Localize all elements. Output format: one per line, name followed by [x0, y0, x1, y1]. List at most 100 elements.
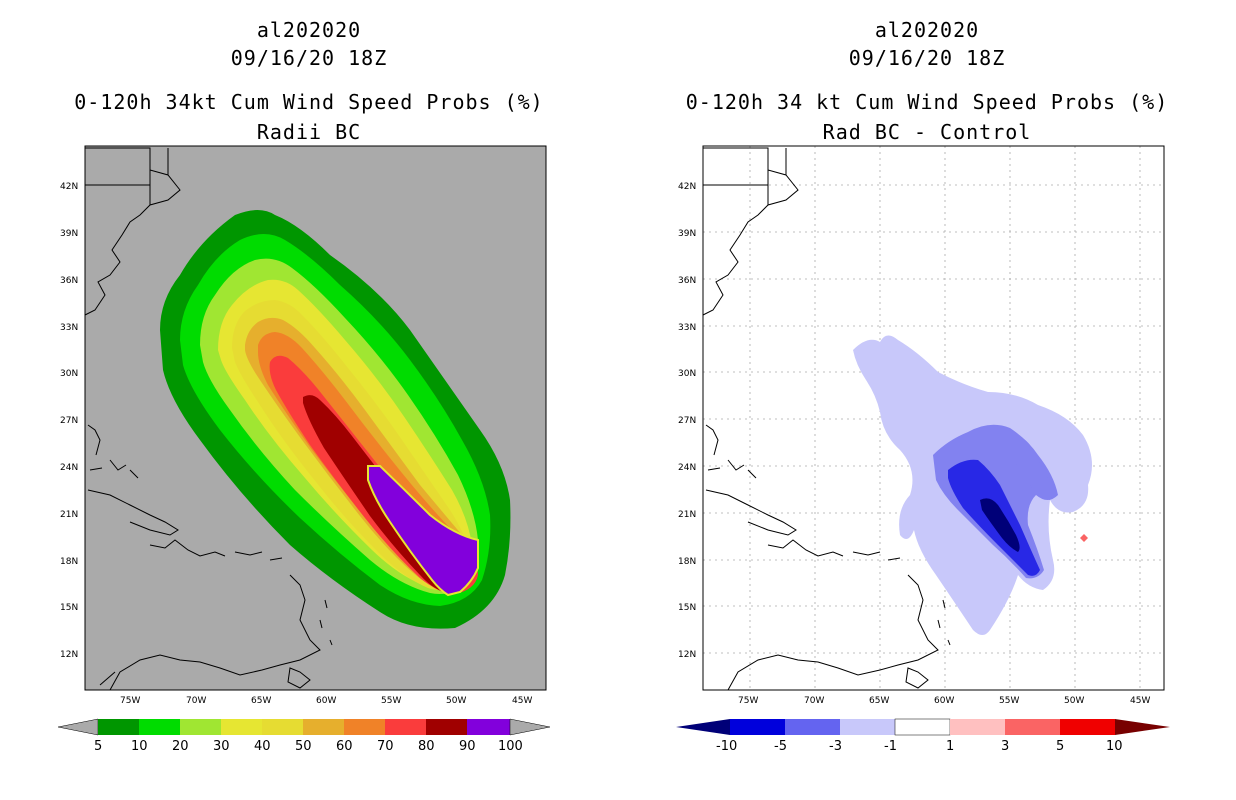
right-lon-axis: 75W 70W 65W 60W 55W 50W 45W	[738, 696, 1150, 706]
left-lon-label-2: 65W	[251, 696, 271, 706]
left-lon-label-3: 60W	[316, 696, 336, 706]
right-lon-label-1: 70W	[804, 696, 824, 706]
right-cb-label-4: 1	[946, 739, 954, 754]
right-lat-label-10: 12N	[678, 650, 696, 660]
left-lon-label-0: 75W	[120, 696, 140, 706]
right-lat-label-6: 24N	[678, 463, 696, 473]
right-cb-6	[1060, 719, 1115, 735]
left-cb-3	[221, 719, 262, 735]
left-cb-1	[139, 719, 180, 735]
right-cb-5	[1005, 719, 1060, 735]
left-lat-axis: 42N 39N 36N 33N 30N 27N 24N 21N 18N 15N …	[60, 182, 78, 660]
right-subtitle: Rad BC - Control	[822, 120, 1032, 144]
left-cb-label-4: 40	[254, 739, 271, 754]
right-colorbar-low-arrow	[676, 719, 730, 735]
right-product-title: 0-120h 34 kt Cum Wind Speed Probs (%)	[685, 90, 1169, 114]
right-cb-label-5: 3	[1001, 739, 1009, 754]
right-lat-label-2: 36N	[678, 276, 696, 286]
left-cb-7	[385, 719, 426, 735]
left-lon-axis: 75W 70W 65W 60W 55W 50W 45W	[120, 696, 532, 706]
right-cb-label-6: 5	[1056, 739, 1064, 754]
left-lat-label-0: 42N	[60, 182, 78, 192]
left-lon-label-5: 50W	[446, 696, 466, 706]
right-lon-label-6: 45W	[1130, 696, 1150, 706]
right-cb-label-0: -10	[716, 739, 737, 754]
left-cb-9	[467, 719, 510, 735]
left-lon-label-1: 70W	[186, 696, 206, 706]
left-cb-label-6: 60	[336, 739, 353, 754]
left-storm-id: al202020	[256, 18, 362, 42]
left-lat-label-10: 12N	[60, 650, 78, 660]
right-cb-0	[730, 719, 785, 735]
right-diff-field	[853, 335, 1092, 635]
left-colorbar-high-arrow	[509, 718, 551, 736]
left-coastlines	[84, 147, 333, 691]
right-cb-label-7: 10	[1106, 739, 1123, 754]
left-cb-label-1: 10	[131, 739, 148, 754]
left-subtitle: Radii BC	[256, 120, 362, 144]
left-cb-label-5: 50	[295, 739, 312, 754]
left-date: 09/16/20 18Z	[230, 46, 388, 70]
left-cb-0	[98, 719, 139, 735]
right-storm-id: al202020	[874, 18, 980, 42]
left-map-frame	[84, 145, 547, 691]
right-lat-label-9: 15N	[678, 603, 696, 613]
right-cb-3	[894, 718, 951, 736]
right-cb-label-1: -5	[774, 739, 787, 754]
right-cb-1	[785, 719, 840, 735]
left-cb-6	[344, 719, 385, 735]
left-lat-label-7: 21N	[60, 510, 78, 520]
right-cb-label-2: -3	[829, 739, 842, 754]
left-lon-label-6: 45W	[512, 696, 532, 706]
left-colorbar-low-arrow	[57, 718, 99, 736]
right-colorbar-high-arrow	[1115, 719, 1170, 735]
right-lat-label-5: 27N	[678, 416, 696, 426]
left-cb-label-0: 5	[94, 739, 102, 754]
left-cb-8	[426, 719, 467, 735]
left-lat-label-3: 33N	[60, 323, 78, 333]
right-map-svg: 42N 39N 36N 33N 30N 27N 24N 21N 18N 15N …	[676, 145, 1170, 754]
right-lat-label-1: 39N	[678, 229, 696, 239]
diff-band-neg3-upper	[1010, 436, 1053, 500]
right-lat-label-0: 42N	[678, 182, 696, 192]
left-lat-label-5: 27N	[60, 416, 78, 426]
left-cb-label-9: 90	[459, 739, 476, 754]
left-cb-label-2: 20	[172, 739, 189, 754]
right-lon-label-0: 75W	[738, 696, 758, 706]
left-lat-label-9: 15N	[60, 603, 78, 613]
right-lat-label-7: 21N	[678, 510, 696, 520]
left-cb-label-7: 70	[377, 739, 394, 754]
left-cb-5	[303, 719, 344, 735]
right-panel: al202020 09/16/20 18Z 0-120h 34 kt Cum W…	[618, 0, 1236, 800]
left-cb-label-3: 30	[213, 739, 230, 754]
right-lat-label-8: 18N	[678, 557, 696, 567]
diff-band-pos	[1080, 534, 1088, 542]
left-cb-label-8: 80	[418, 739, 435, 754]
left-cb-2	[180, 719, 221, 735]
left-colorbar: 5 10 20 30 40 50 60 70 80 90 100	[57, 718, 551, 754]
right-lat-label-4: 30N	[678, 369, 696, 379]
left-lat-label-4: 30N	[60, 369, 78, 379]
right-coastlines	[702, 147, 951, 691]
right-lon-label-5: 50W	[1064, 696, 1084, 706]
right-cb-label-3: -1	[884, 739, 897, 754]
left-panel: al202020 09/16/20 18Z 0-120h 34kt Cum Wi…	[57, 18, 551, 754]
right-lat-label-3: 33N	[678, 323, 696, 333]
right-lon-label-4: 55W	[999, 696, 1019, 706]
left-lat-label-1: 39N	[60, 229, 78, 239]
right-lon-label-3: 60W	[934, 696, 954, 706]
diff-band-neg10	[980, 498, 1020, 552]
right-lon-label-2: 65W	[869, 696, 889, 706]
right-cb-2	[840, 719, 895, 735]
right-cb-4	[950, 719, 1005, 735]
left-lat-label-6: 24N	[60, 463, 78, 473]
left-lon-label-4: 55W	[381, 696, 401, 706]
right-colorbar: -10 -5 -3 -1 1 3 5 10	[676, 718, 1170, 754]
left-lat-label-2: 36N	[60, 276, 78, 286]
left-lat-label-8: 18N	[60, 557, 78, 567]
left-product-title: 0-120h 34kt Cum Wind Speed Probs (%)	[74, 90, 544, 114]
right-date: 09/16/20 18Z	[848, 46, 1006, 70]
right-map-frame	[702, 145, 1165, 691]
left-map-svg: 42N 39N 36N 33N 30N 27N 24N 21N 18N 15N …	[57, 145, 551, 754]
left-cb-label-10: 100	[498, 739, 523, 754]
